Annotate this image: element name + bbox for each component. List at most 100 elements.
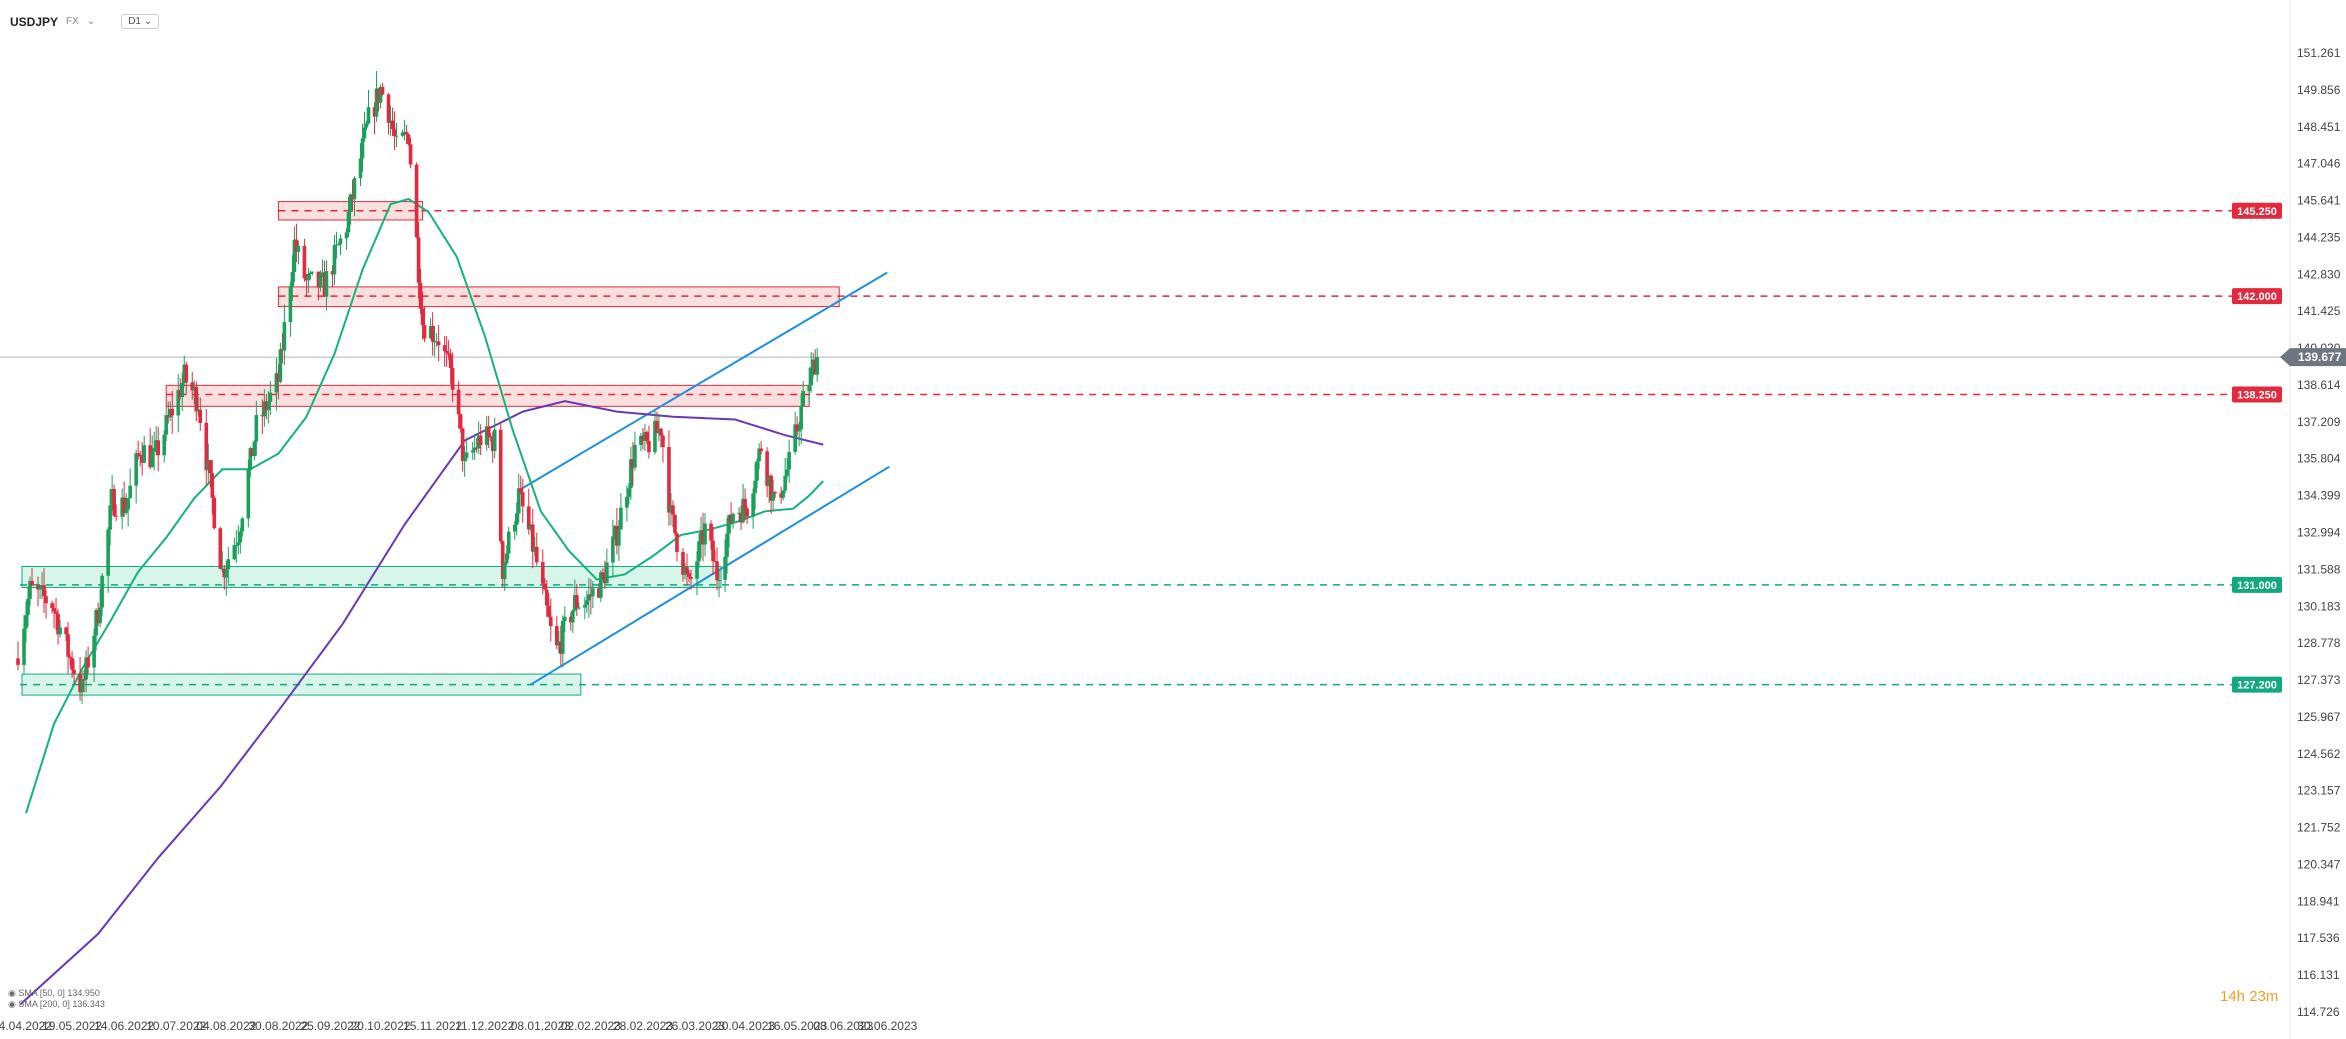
candle-down <box>404 132 409 135</box>
last-price-label: 139.677 <box>2298 350 2342 364</box>
candle-up <box>224 569 229 578</box>
candle-down <box>194 386 199 412</box>
candle-down <box>659 428 663 436</box>
candle-up <box>150 451 154 468</box>
candle-up <box>220 568 225 570</box>
candle-up <box>573 595 577 611</box>
candle-down <box>294 239 299 252</box>
candle-up <box>238 531 243 543</box>
candle-up <box>336 244 341 246</box>
candle-up <box>583 604 587 608</box>
legend-sma200[interactable]: ◉ SMA [200, 0] 136.343 <box>8 999 105 1009</box>
candle-down <box>406 134 411 145</box>
level-badge <box>2232 386 2282 403</box>
candle-down <box>530 524 535 552</box>
candle-up <box>633 444 637 468</box>
eye-icon[interactable]: ◉ <box>8 999 16 1009</box>
candle-up <box>332 245 337 275</box>
y-tick-label: 144.235 <box>2297 230 2341 244</box>
candle-down <box>675 533 679 553</box>
candle-down <box>44 596 48 604</box>
candle-down <box>218 528 223 569</box>
candle-up <box>470 450 475 453</box>
x-tick-label: 08.01.2023 <box>511 1019 571 1033</box>
candle-down <box>498 429 503 542</box>
candle-up <box>751 493 755 517</box>
candle-up <box>787 452 791 470</box>
candle-down <box>250 448 255 457</box>
candle-up <box>262 401 267 417</box>
candle-down <box>641 435 645 441</box>
chevron-down-icon[interactable]: ⌄ <box>86 16 96 27</box>
candle-up <box>182 364 187 383</box>
candle-up <box>22 628 26 665</box>
candle-down <box>138 454 142 457</box>
candle-down <box>114 515 118 517</box>
candle-up <box>400 132 405 136</box>
timeframe-select[interactable]: D1 ⌄ <box>121 14 160 29</box>
x-tick-label: 11.12.2022 <box>455 1019 514 1033</box>
y-tick-label: 137.209 <box>2297 415 2341 429</box>
candle-down <box>54 611 58 614</box>
candle-up <box>196 409 201 412</box>
candle-down <box>673 514 677 534</box>
candle-down <box>156 440 161 456</box>
level-badge-label: 142.000 <box>2237 291 2277 303</box>
candle-up <box>571 610 575 623</box>
candle-down <box>86 657 90 668</box>
candle-up <box>378 87 383 103</box>
candle-down <box>212 497 217 529</box>
candle-up <box>695 561 699 579</box>
candle-up <box>653 420 657 453</box>
candle-down <box>773 492 777 494</box>
candle-up <box>344 232 349 239</box>
candle-up <box>516 488 521 514</box>
candle-down <box>655 420 659 434</box>
eye-icon[interactable]: ◉ <box>8 988 16 998</box>
candle-down <box>122 497 126 513</box>
candle-down <box>52 608 56 612</box>
candle-up <box>801 390 805 406</box>
y-tick-label: 120.347 <box>2297 857 2341 871</box>
candle-up <box>296 245 301 252</box>
candle-down <box>392 129 397 136</box>
candle-up <box>639 435 643 445</box>
candle-down <box>456 389 461 415</box>
x-tick-label: 20.10.2022 <box>351 1019 411 1033</box>
x-tick-label: 02.02.2023 <box>561 1019 621 1033</box>
candle-up <box>725 533 729 557</box>
candle-up <box>723 556 727 580</box>
candle-down <box>769 475 773 501</box>
candle-down <box>615 525 619 546</box>
candle-up <box>306 273 311 281</box>
candle-up <box>514 513 519 525</box>
candle-up <box>506 531 511 554</box>
x-tick-label: 08.06.2023 <box>813 1019 873 1033</box>
candle-up <box>492 429 497 452</box>
x-tick-label: 26.03.2023 <box>665 1019 725 1033</box>
candle-up <box>619 507 623 530</box>
candle-down <box>408 144 413 165</box>
candle-down <box>418 282 423 309</box>
candle-up <box>128 485 132 499</box>
candle-up <box>362 127 367 139</box>
candle-up <box>40 585 44 588</box>
x-tick-label: 16.05.2023 <box>767 1019 827 1033</box>
support-zone <box>21 673 582 696</box>
candle-up <box>753 480 757 494</box>
candle-up <box>605 562 609 584</box>
candle-down <box>597 588 601 598</box>
candle-down <box>386 94 391 123</box>
legend-sma50[interactable]: ◉ SMA [50, 0] 134.950 <box>8 988 100 998</box>
candle-up <box>92 635 96 668</box>
y-tick-label: 121.752 <box>2297 821 2341 835</box>
candle-down <box>166 415 171 418</box>
candle-up <box>154 440 159 448</box>
candle-up <box>268 392 273 402</box>
candle-up <box>428 326 433 339</box>
candle-down <box>486 426 491 437</box>
candle-up <box>591 588 595 597</box>
symbol-label[interactable]: USDJPY <box>10 14 59 29</box>
candle-up <box>152 447 156 452</box>
